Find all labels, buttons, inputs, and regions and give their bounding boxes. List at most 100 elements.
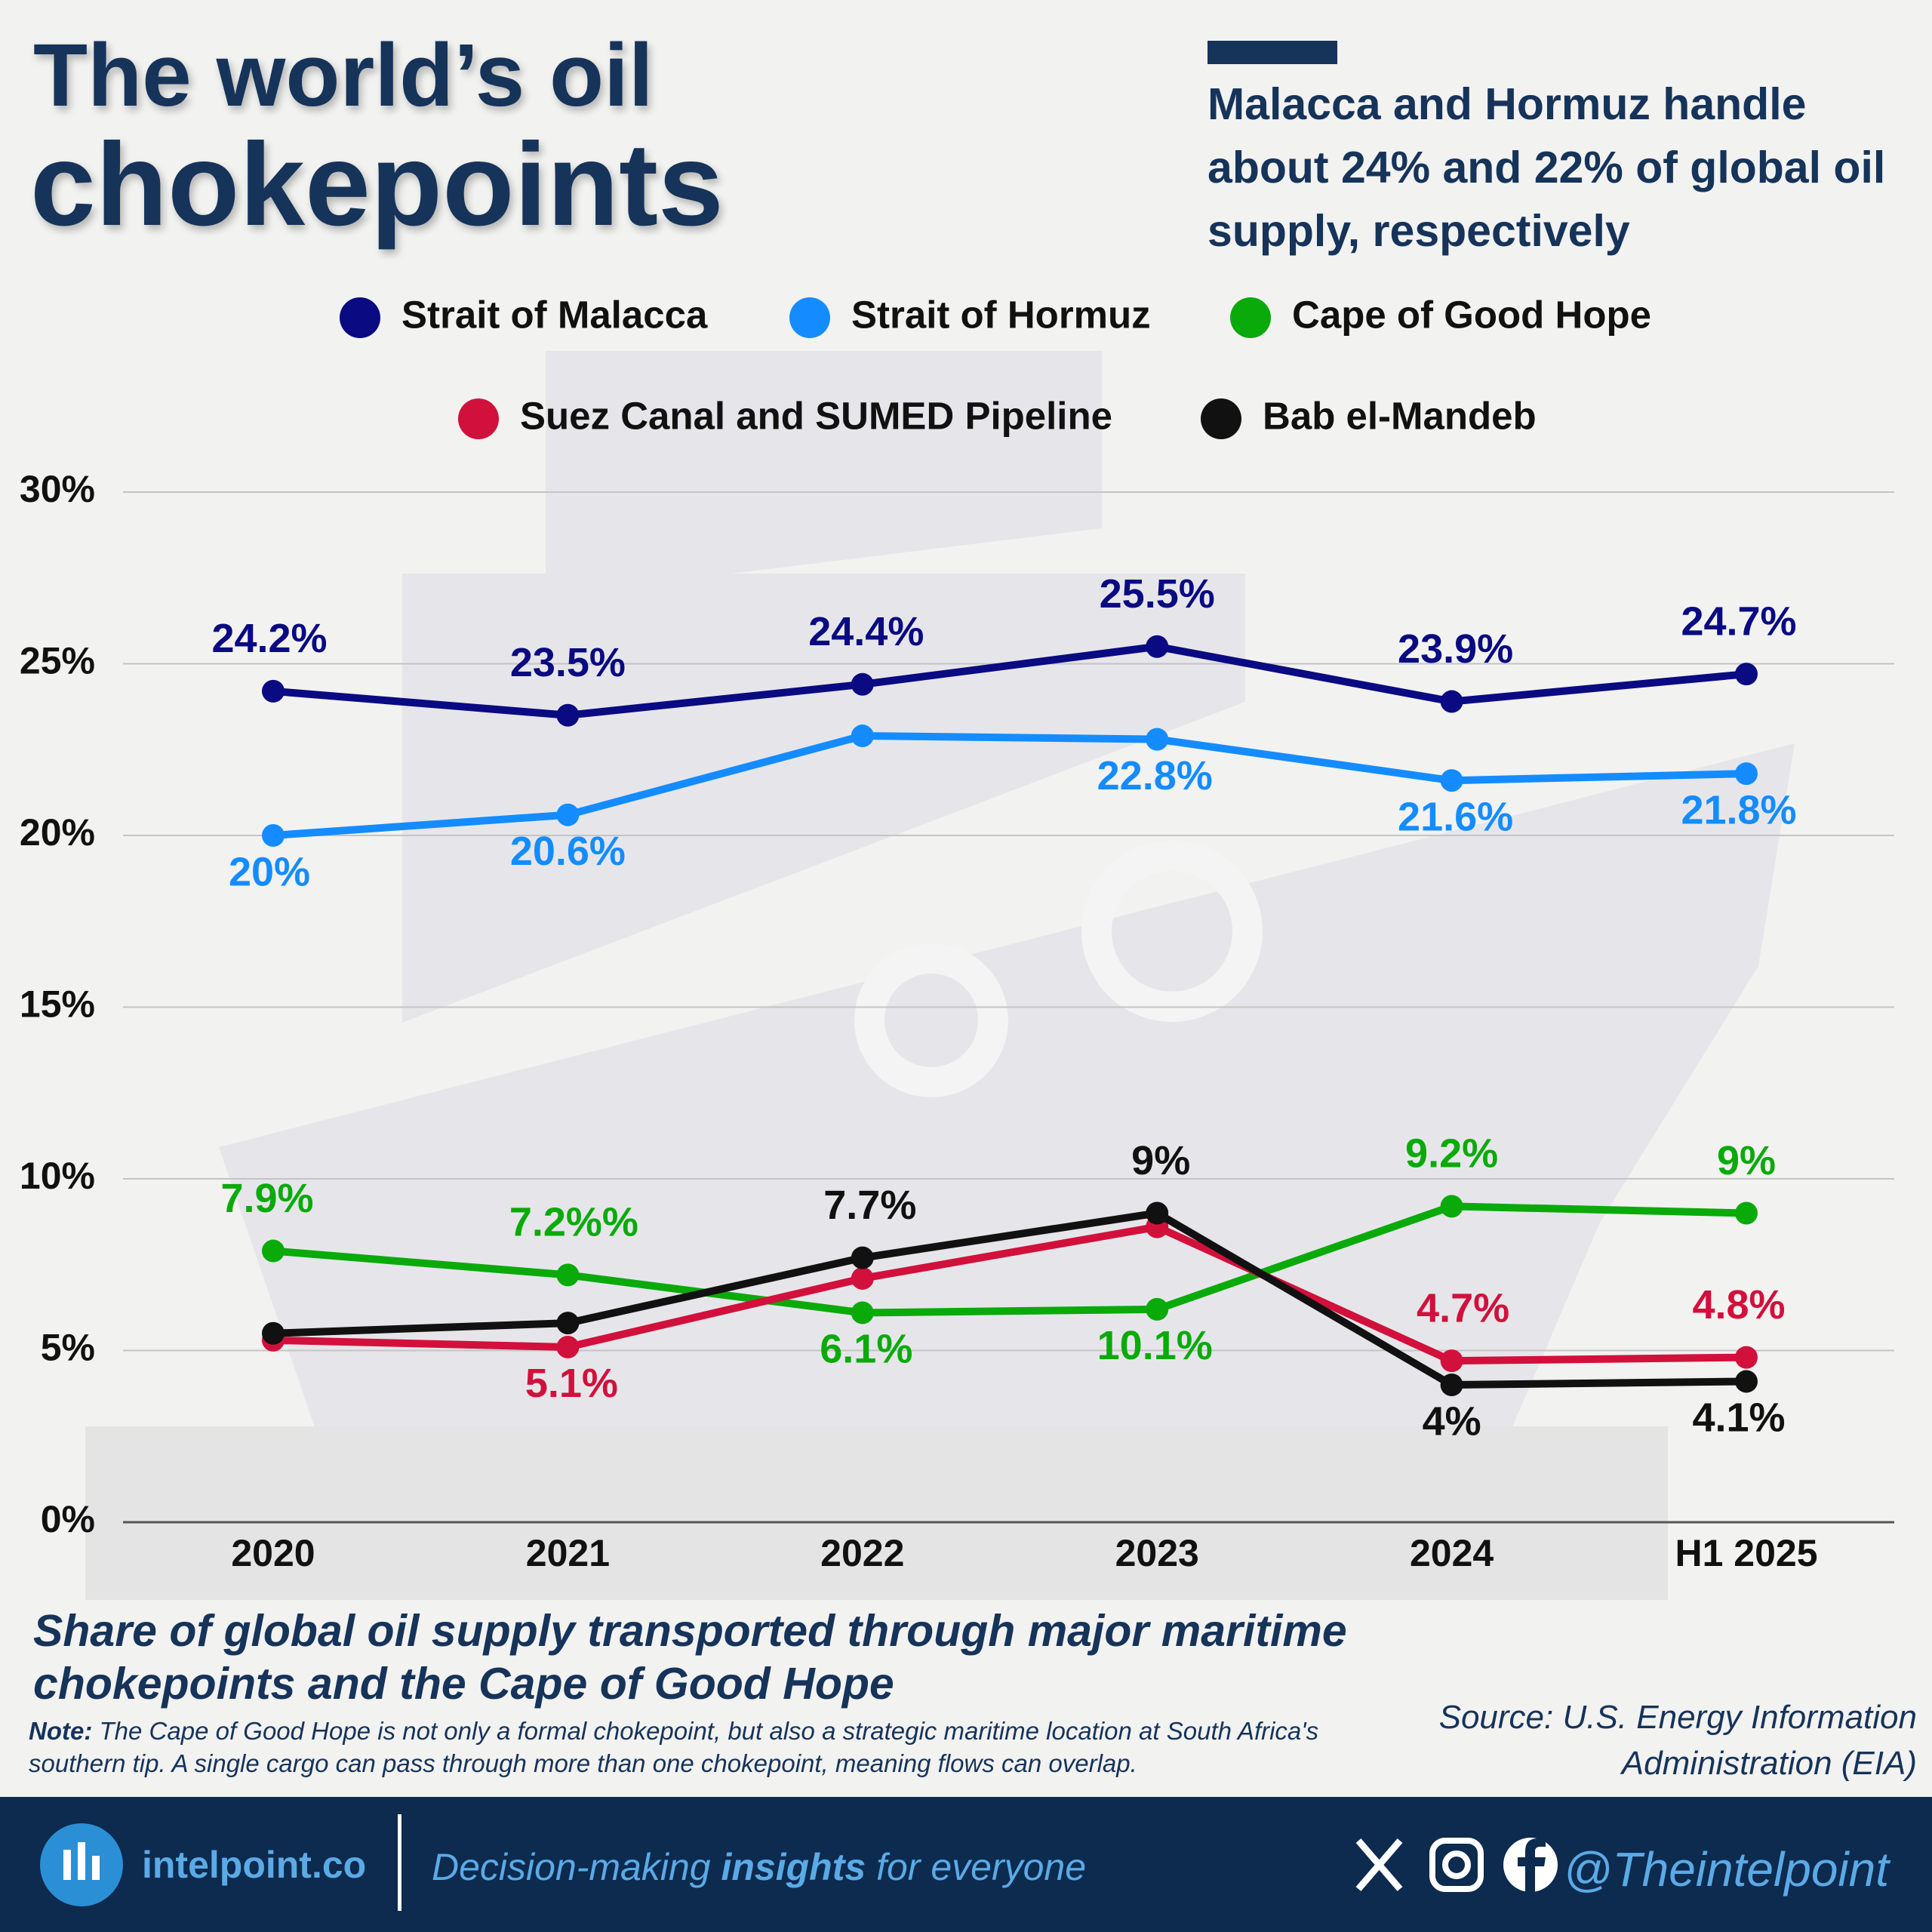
accent-bar (1208, 41, 1337, 64)
data-point (851, 1301, 874, 1324)
x-tick-label: 2020 (231, 1532, 315, 1574)
ship-shape (219, 743, 1795, 1434)
data-point (1735, 663, 1758, 686)
y-tick-label: 10% (20, 1155, 95, 1197)
data-point (1735, 1370, 1758, 1393)
instagram-icon[interactable] (1429, 1838, 1484, 1892)
ship-shape (85, 1426, 1668, 1600)
data-label: 20.6% (510, 829, 626, 874)
data-point (851, 724, 874, 748)
data-label: 10.1% (1097, 1323, 1213, 1368)
legend-marker (789, 297, 830, 338)
logo-bar (63, 1850, 71, 1880)
data-point (1146, 1297, 1169, 1321)
divider (398, 1814, 401, 1911)
legend-marker (340, 297, 380, 338)
data-point (262, 824, 285, 847)
y-tick-label: 0% (41, 1498, 95, 1540)
data-label: 7.7% (823, 1183, 916, 1228)
title: The world’s oil (33, 26, 654, 125)
tagline-bold: insights (721, 1846, 866, 1888)
legend-label: Cape of Good Hope (1292, 293, 1651, 336)
data-point (556, 1263, 580, 1287)
social-handle[interactable]: @Theintelpoint (1563, 1842, 1889, 1897)
note-text: The Cape of Good Hope is not only a form… (29, 1717, 1319, 1777)
data-point (1440, 1349, 1463, 1373)
legend-marker (1201, 398, 1241, 439)
data-label: 4.8% (1692, 1282, 1785, 1327)
facebook-f (1518, 1838, 1546, 1893)
data-label: 23.5% (510, 640, 626, 685)
footer-icons (40, 1823, 1558, 1906)
legend-label: Suez Canal and SUMED Pipeline (520, 394, 1112, 437)
data-point (1735, 1346, 1758, 1369)
data-label: 24.4% (808, 609, 924, 654)
data-point (1146, 728, 1169, 751)
series-line (272, 1209, 1747, 1389)
data-label: 7.9% (220, 1176, 313, 1221)
x-tick-label: 2021 (526, 1532, 610, 1574)
legend-label: Strait of Malacca (401, 293, 708, 336)
subtitle: Malacca and Hormuz handle about 24% and … (1208, 79, 1886, 256)
data-point (1440, 690, 1463, 713)
source: Source: U.S. Energy Information Administ… (1438, 1699, 1917, 1782)
data-point (262, 679, 285, 703)
x-tick-label: 2024 (1410, 1532, 1494, 1574)
data-label: 23.9% (1398, 626, 1513, 672)
data-point (1146, 635, 1169, 658)
data-label: 9.2% (1405, 1131, 1498, 1177)
logo-bar (92, 1856, 100, 1880)
data-point (1146, 1201, 1169, 1225)
background-ship (85, 351, 1795, 1600)
series-line (272, 642, 1747, 719)
tagline-part: Decision-making (432, 1846, 711, 1888)
caption: Share of global oil supply transported t… (33, 1606, 1347, 1709)
series-line (272, 1202, 1747, 1317)
data-point (1735, 1201, 1758, 1225)
ship-shape (402, 574, 1245, 1023)
data-point (556, 803, 580, 826)
data-point (1440, 769, 1463, 792)
legend-label: Bab el-Mandeb (1263, 394, 1537, 437)
data-point (851, 672, 874, 696)
y-tick-label: 25% (20, 640, 95, 682)
data-label: 9% (1131, 1138, 1190, 1183)
x-icon[interactable] (1355, 1838, 1403, 1891)
data-label: 25.5% (1100, 571, 1215, 617)
data-label: 20% (229, 849, 310, 894)
data-point (556, 1312, 580, 1335)
tagline: Decision-making insights for everyone (432, 1845, 1086, 1889)
instagram-icon-lens (1442, 1850, 1471, 1879)
site-name[interactable]: intelpoint.co (142, 1844, 367, 1886)
data-point (556, 703, 580, 727)
legend-marker (1230, 297, 1271, 338)
porthole (854, 943, 1008, 1097)
ship-shape (546, 351, 1102, 596)
data-point (262, 1321, 285, 1345)
data-label: 4% (1423, 1398, 1481, 1444)
data-label: 21.8% (1681, 787, 1796, 832)
series-line (272, 732, 1747, 839)
y-tick-label: 5% (41, 1327, 95, 1369)
series-line (272, 1223, 1747, 1365)
data-label: 22.8% (1097, 753, 1213, 798)
chart: 0% 5% 10% 15% 20% 25% 30% 2020 2021 2022 2023 2024 H… (20, 293, 1894, 1600)
y-tick-label: 15% (20, 983, 95, 1026)
data-label: 9% (1717, 1138, 1776, 1183)
x-tick-label: 2023 (1115, 1532, 1199, 1574)
data-label: 21.6% (1398, 794, 1513, 839)
tagline-part: for everyone (876, 1846, 1087, 1888)
logo-bar (78, 1842, 85, 1880)
data-point (1440, 1195, 1463, 1218)
data-label: 24.2% (211, 616, 327, 661)
data-label: 5.1% (525, 1361, 618, 1406)
y-tick-label: 30% (20, 468, 95, 510)
y-tick-label: 20% (20, 811, 95, 854)
x-tick-label: H1 2025 (1675, 1532, 1817, 1574)
note-label: Note: (29, 1717, 93, 1745)
data-point (1735, 762, 1758, 786)
x-tick-label: 2022 (820, 1532, 904, 1574)
legend-label: Strait of Hormuz (851, 293, 1151, 336)
data-point (556, 1335, 580, 1358)
